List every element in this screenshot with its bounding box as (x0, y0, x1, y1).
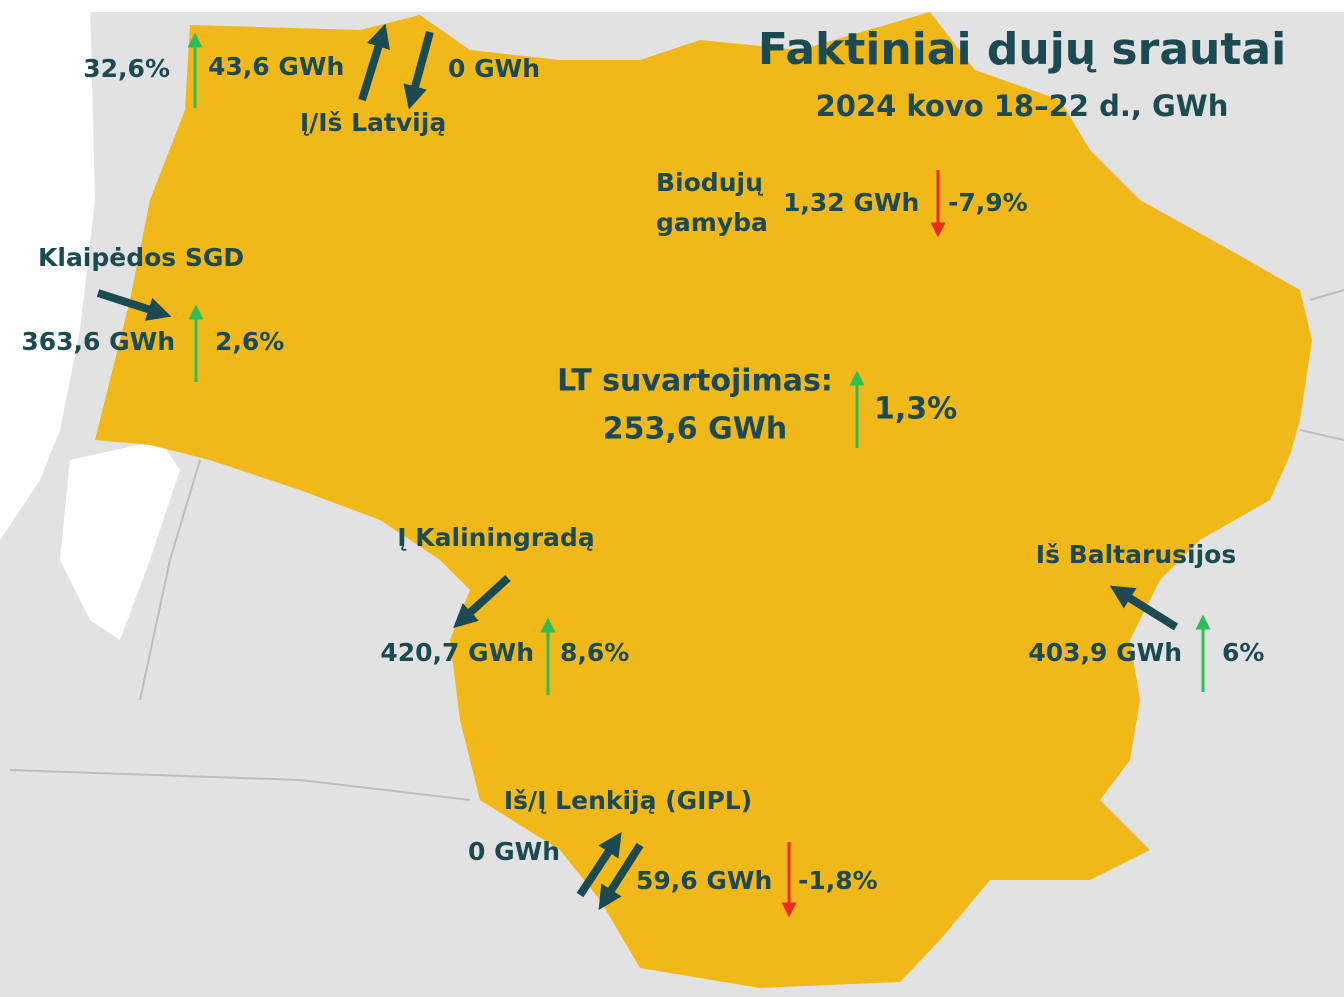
label: Iš Baltarusijos (1036, 540, 1236, 569)
change: 8,6% (560, 638, 629, 667)
flow-arrow (1109, 585, 1179, 631)
label: Klaipėdos SGD (38, 243, 244, 272)
label: Į Kaliningradą (397, 523, 594, 552)
change: 32,6% (83, 54, 170, 83)
change: 1,3% (874, 392, 957, 427)
flow-arrow (96, 289, 172, 321)
flow-arrow (576, 831, 622, 898)
value: 1,32 GWh (783, 188, 919, 217)
value: 59,6 GWh (636, 866, 772, 895)
change: -7,9% (948, 188, 1028, 217)
arrows (96, 23, 1211, 918)
value: 0 GWh (448, 54, 540, 83)
value: 420,7 GWh (380, 638, 534, 667)
flow-arrow (358, 23, 390, 102)
flow-arrow (403, 30, 434, 110)
lithuania (95, 12, 1312, 988)
title: Faktiniai dujų srautai (758, 24, 1286, 75)
label: Į/Iš Latviją (300, 108, 446, 137)
change: -1,8% (798, 866, 878, 895)
change: 6% (1222, 638, 1264, 667)
flow-arrow (598, 842, 644, 911)
value: 0 GWh (468, 837, 560, 866)
value: 403,9 GWh (1028, 638, 1182, 667)
change: 2,6% (215, 327, 284, 356)
label: Iš/Į Lenkiją (GIPL) (504, 786, 752, 815)
label: Biodujų (656, 168, 763, 197)
value: 43,6 GWh (208, 52, 344, 81)
sea (0, 0, 180, 640)
value: 253,6 GWh (603, 412, 787, 447)
flow-arrow (453, 575, 511, 629)
subtitle: 2024 kovo 18–22 d., GWh (816, 89, 1229, 123)
label: gamyba (656, 208, 768, 237)
label: LT suvartojimas: (557, 364, 833, 399)
borders (9, 289, 1344, 801)
value: 363,6 GWh (21, 327, 175, 356)
